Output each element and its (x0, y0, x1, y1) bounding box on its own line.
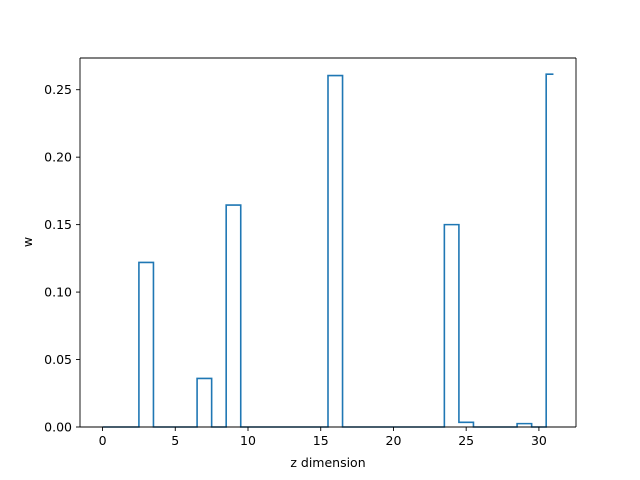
y-tick-label: 0.10 (44, 285, 72, 300)
ticks-layer: 0 5 10 15 20 25 30 0.00 0.05 0.10 0.15 0.20 0.25 (44, 82, 547, 448)
x-tick-label: 5 (171, 433, 179, 448)
x-tick-label: 30 (531, 433, 547, 448)
y-axis-label: w (20, 237, 35, 247)
y-tick-label: 0.25 (44, 82, 72, 97)
x-tick-label: 10 (240, 433, 256, 448)
x-axis-label: z dimension (290, 455, 365, 470)
y-tick-label: 0.05 (44, 352, 72, 367)
y-tick-label: 0.20 (44, 150, 72, 165)
x-tick-label: 15 (313, 433, 329, 448)
y-tick-label: 0.00 (44, 420, 72, 435)
x-tick-label: 20 (386, 433, 402, 448)
x-tick-label: 25 (458, 433, 474, 448)
axes-layer (79, 57, 577, 428)
x-tick-label: 0 (99, 433, 107, 448)
y-tick-label: 0.15 (44, 217, 72, 232)
